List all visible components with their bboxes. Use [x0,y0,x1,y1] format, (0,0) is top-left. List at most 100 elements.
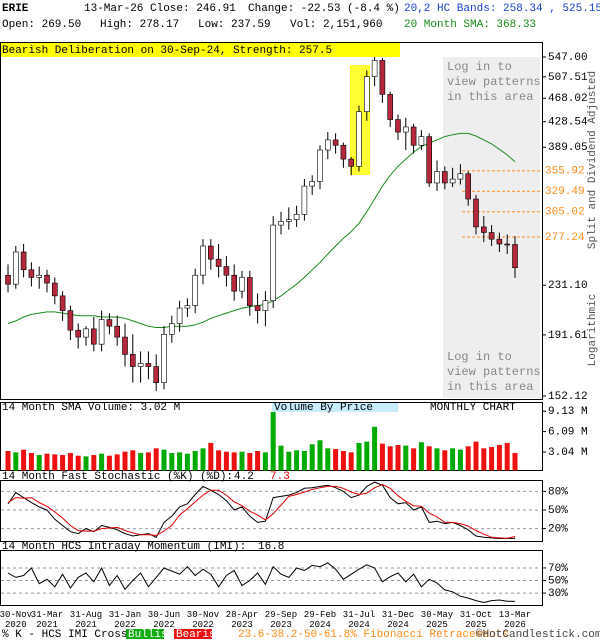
bands: 20,2 HC Bands: 258.34 , 525.15 [404,3,600,15]
volume-bar [60,455,66,471]
volume-bar [223,451,229,471]
chart-note: MONTHLY CHART [430,402,516,414]
axis-note: Logarithmic [587,294,599,367]
volume-title: 14 Month SMA Volume: 3.02 M [2,402,180,414]
volume-bar [496,444,502,471]
candle-body [59,295,66,311]
last-value: 4.2 [234,471,254,483]
vbp-note: Volume By Price [274,402,373,414]
volume-bar [286,451,292,471]
candle-body [434,171,440,184]
stochastic-title: 14 Month Fast Stochastic (%K) (%D): [2,471,233,483]
annotation: Bearish Deliberation on 30-Sep-24, Stren… [2,45,332,57]
volume-bar [208,442,214,471]
candle-body [363,76,370,112]
volume-bar [317,440,323,471]
candle-body [145,363,152,367]
volume-bar [145,452,151,471]
annotation-bg [0,43,400,57]
candle-body [387,94,394,120]
volume-bar [270,412,276,471]
last-value: 7.3 [270,471,290,483]
candle-body [348,158,355,167]
y-tick-label: 191.61 [548,330,588,342]
candle-body [465,173,472,200]
volume-bar [91,455,97,471]
candle-body [5,274,11,285]
axis-note: Split and Dividend Adjusted [587,71,599,249]
last-value: 16.8 [258,541,284,553]
volume-bar [130,450,136,471]
candle-body [356,111,362,167]
candle-body [247,277,253,306]
bearish-bg [174,629,212,639]
candle-body [98,319,105,345]
candle-body [130,354,136,367]
candle-body [270,224,277,301]
volume-bar [294,450,300,471]
y-tick-label: 9.13 M [548,406,588,418]
low: Low: 237.59 [198,19,271,31]
volume-bar [169,453,175,471]
x-tick-label: 31-Jan 2022 [108,610,142,630]
candle-body [161,334,167,383]
x-tick-label: 31-Jul 2024 [342,610,376,630]
volume-bar [36,455,42,471]
candle-body [301,185,308,215]
volume-bar [403,445,409,471]
volume-bar [340,451,346,471]
candle-body [504,243,511,246]
volume-bar [473,441,479,471]
x-tick-label: 30-Nov 2020 [0,610,33,630]
candle-body [309,181,316,187]
candle-body [324,139,331,151]
change: Change: -22.53 (-8.4 %) [248,3,400,15]
candle-body [496,238,503,245]
candle-body [44,274,50,284]
candle-body [293,214,300,220]
volume-bar [457,449,463,471]
y-tick-label: 231.10 [548,280,588,292]
candle-body [36,274,43,278]
volume-bar [325,448,331,471]
volume-bar [106,455,112,471]
copyright: ©HotCandlestick.com [476,629,600,640]
volume-bar [426,446,432,471]
candle-body [215,258,222,267]
volume-bar [301,451,307,471]
x-tick-label: 30-Nov 2022 [186,610,220,630]
volume-bar [418,442,424,471]
volume-bar [504,442,510,471]
y-tick-label: 428.54 [548,117,588,129]
high: High: 278.17 [100,19,179,31]
bearish: Bearish [176,629,222,640]
date: 13-Mar-26 [84,3,143,15]
volume-bar [247,453,253,471]
volume-bar [442,450,448,471]
candle-body [480,226,487,233]
candle-body [13,251,19,285]
volume-bar [309,444,315,471]
y-tick-label: 389.05 [548,142,588,154]
open: Open: 269.50 [2,19,81,31]
bullish-bg [126,629,164,639]
volume-bar [114,454,120,471]
candle-body [441,171,448,184]
candle-body [488,232,495,240]
y-tick-label: 20% [548,524,568,536]
candle-body [473,198,479,228]
volume-bar [216,450,222,471]
volume-bar [138,453,144,471]
volume-bar [489,446,495,471]
y-tick-label: 6.09 M [548,426,588,438]
candle-body [371,60,378,77]
fib-label: 277.24 [545,232,585,244]
volume-bar [379,443,385,471]
candle-body [20,251,27,271]
volume: Vol: 2,151,960 [290,19,382,31]
volume-bar [75,455,81,471]
volume-bar [231,452,237,471]
fib-label: 305.02 [545,207,585,219]
candle-body [122,336,128,355]
